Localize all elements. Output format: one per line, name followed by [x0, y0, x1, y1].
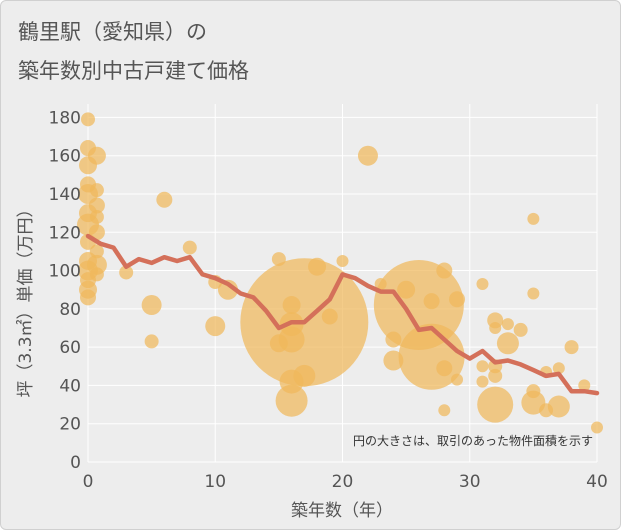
chart-title-line2: 築年数別中古戸建て価格	[18, 59, 249, 83]
y-axis-label: 坪（3.3㎡）単価（万円）	[16, 200, 36, 397]
chart-title-line1: 鶴里駅（愛知県）の	[18, 20, 207, 44]
bubble-point	[451, 373, 464, 386]
bubble-point	[89, 244, 104, 259]
bubble-point	[476, 277, 489, 290]
y-tick-label: 60	[59, 338, 81, 358]
bubble-point	[564, 340, 579, 355]
bubble-point	[217, 279, 238, 300]
bubble-point	[321, 308, 338, 325]
bubble-point	[449, 291, 466, 308]
bubble-point	[87, 146, 106, 165]
bubble-point	[80, 289, 96, 306]
y-tick-label: 0	[70, 453, 81, 473]
bubble-point	[293, 364, 316, 387]
bubble-point	[119, 265, 134, 280]
bubble-point	[547, 395, 570, 418]
x-tick-label: 20	[332, 472, 354, 492]
y-tick-label: 100	[49, 262, 81, 282]
x-tick-label: 40	[586, 472, 608, 492]
bubble-point	[423, 293, 440, 310]
bubble-point	[436, 262, 453, 279]
bubble-point	[383, 350, 404, 371]
y-tick-label: 180	[49, 108, 81, 128]
y-tick-label: 80	[59, 300, 81, 320]
bubble-point	[527, 212, 540, 225]
bubble-point	[88, 197, 105, 214]
x-axis-label: 築年数（年）	[291, 501, 393, 521]
trend-line	[85, 233, 600, 396]
bubble-point	[81, 112, 95, 127]
bubble-point	[436, 360, 453, 377]
bubble-point	[527, 287, 540, 300]
x-tick-label: 10	[204, 472, 226, 492]
bubble-point	[477, 386, 514, 423]
bubble-point	[156, 191, 173, 208]
bubble-point	[488, 368, 503, 383]
bubble-point	[308, 257, 327, 276]
bubble-point	[89, 183, 104, 198]
bubble-point	[578, 379, 591, 392]
bubble-point	[513, 322, 528, 337]
bubble-point	[591, 421, 603, 434]
bubble-point	[88, 224, 105, 241]
trend-group	[85, 233, 600, 396]
bubble-point	[144, 334, 159, 349]
x-tick-labels: 0 10 20 30 40	[83, 472, 608, 492]
bubble-point	[89, 267, 104, 282]
bubble-point	[89, 209, 104, 224]
bubble-point	[476, 360, 489, 373]
bubble-point	[141, 295, 162, 316]
bubble-size-note: 円の大きさは、取引のあった物件面積を示す	[353, 433, 593, 448]
bubble-point	[489, 321, 502, 334]
y-tick-label: 20	[59, 415, 81, 435]
bubble-point	[205, 316, 226, 337]
y-tick-label: 40	[59, 376, 81, 396]
bubble-point	[501, 318, 514, 331]
bubble-point	[496, 332, 519, 355]
bubble-point	[357, 145, 378, 166]
bubble-point	[552, 362, 565, 375]
y-tick-label: 160	[49, 147, 81, 167]
bubble-point	[182, 240, 197, 255]
bubble-point	[476, 375, 489, 388]
bubble-point	[275, 384, 308, 417]
y-tick-labels: 0 20 40 60 80 100 120 140 160 180	[49, 108, 81, 473]
x-tick-label: 0	[83, 472, 94, 492]
bubble-point	[336, 254, 349, 267]
y-tick-label: 140	[49, 185, 81, 205]
bubble-point	[438, 404, 451, 417]
y-tick-label: 120	[49, 223, 81, 243]
x-tick-label: 30	[459, 472, 481, 492]
